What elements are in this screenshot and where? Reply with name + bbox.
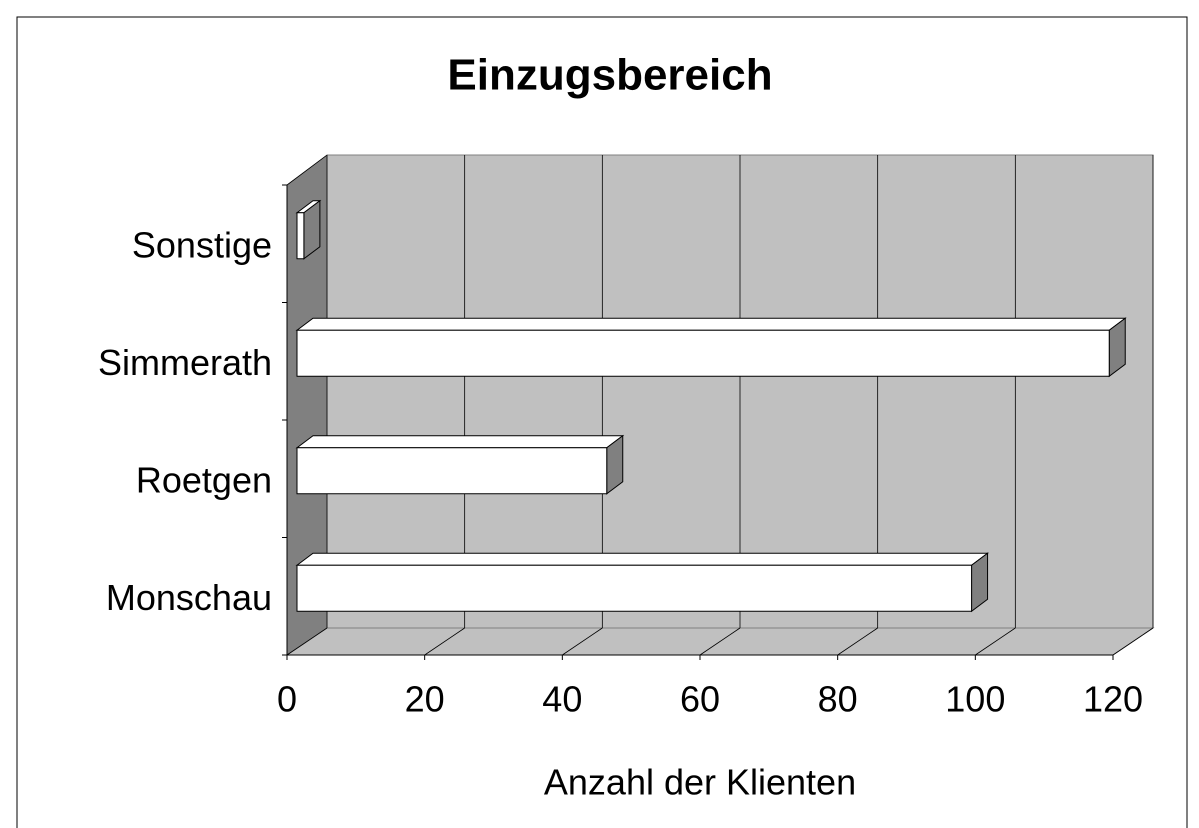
x-tick-label: 120 xyxy=(1083,679,1143,720)
x-tick-label: 100 xyxy=(945,679,1005,720)
floor-grid-line xyxy=(562,627,603,656)
chart-title: Einzugsbereich xyxy=(447,51,772,100)
x-axis-label: Anzahl der Klienten xyxy=(544,762,856,803)
bar xyxy=(295,199,322,260)
floor-grid-line xyxy=(1112,627,1154,656)
floor-grid-line xyxy=(699,627,741,656)
bar-top xyxy=(295,317,1127,331)
bar-top xyxy=(295,435,625,449)
bar xyxy=(295,552,990,613)
x-tick-label: 0 xyxy=(277,679,297,720)
floor-grid-line xyxy=(424,627,465,656)
bar xyxy=(295,317,1127,378)
x-tick-label: 60 xyxy=(680,679,720,720)
bar xyxy=(295,434,625,495)
floor-grid-line xyxy=(837,627,878,656)
bar-front xyxy=(296,212,305,260)
y-tick-label: Roetgen xyxy=(136,459,272,500)
y-tick-label: Sonstige xyxy=(132,224,272,265)
y-tick-label: Monschau xyxy=(106,577,272,618)
y-tick-label: Simmerath xyxy=(98,342,272,383)
bar-front xyxy=(296,329,1110,377)
bar-front xyxy=(296,564,973,612)
x-tick-label: 40 xyxy=(542,679,582,720)
floor-grid-line xyxy=(975,627,1016,656)
x-tick-label: 20 xyxy=(405,679,445,720)
bar-top xyxy=(295,552,990,566)
x-tick-label: 80 xyxy=(818,679,858,720)
bar-front xyxy=(296,447,608,495)
floor-grid-line xyxy=(286,627,328,656)
